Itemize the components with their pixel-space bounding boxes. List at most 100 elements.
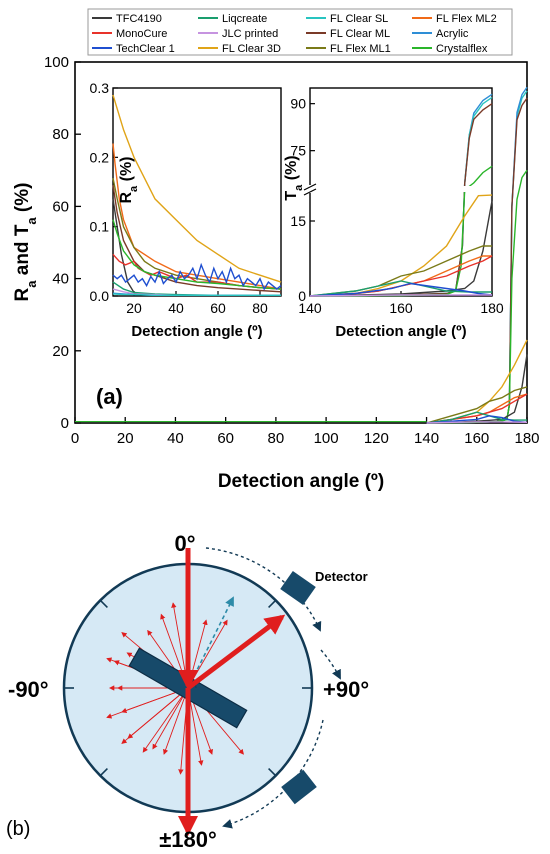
legend-entry-monocure: MonoCure [92,28,167,40]
inset-right-x-tick-label: 140 [298,300,322,316]
legend: TFC4190 Liqcreate FL Clear SL FL Flex ML2 Mo… [87,8,513,56]
angle-label-minus-90: -90° [8,677,49,702]
inset-right-y-tick-label: 15 [290,213,306,229]
main-x-axis-label: Detection angle (º) [218,471,384,492]
inset-left-series-crystalflex [112,219,282,290]
legend-entry-fl-flex-ml1: FL Flex ML1 [306,43,391,55]
inset-right-y-tick-label: 0 [298,288,306,304]
rotation-arrow-upper [205,547,322,632]
legend-entry-crystalflex: Crystalflex [412,43,488,55]
reflected-beam-arrow [186,614,286,690]
legend-label: TechClear 1 [116,43,175,55]
legend-label: TFC4190 [116,13,162,25]
legend-entry-techclear-1: TechClear 1 [92,43,175,55]
main-plot-frame [74,61,528,424]
inset-left-y-tick-label: 0.1 [90,219,110,235]
legend-label: FL Clear ML [330,28,390,40]
legend-label: FL Clear SL [330,13,388,25]
main-x-tick-label: 40 [167,430,184,447]
main-x-tick-label: 120 [364,430,389,447]
main-x-tick-label: 80 [268,430,285,447]
legend-label: FL Clear 3D [222,43,281,55]
legend-entry-fl-flex-ml2: FL Flex ML2 [412,13,497,25]
inset-left-y-tick-label: 0.3 [90,80,110,96]
panel-label-a: (a) [96,384,123,409]
main-series-jlc-printed [426,421,528,424]
legend-label: Crystalflex [436,43,488,55]
main-x-tick-label: 20 [117,430,134,447]
inset-left-frame [112,87,282,297]
inset-left-x-tick-label: 40 [168,300,184,316]
main-plot: 0 20 40 60 80 100 120 140 160 180 0 20 40 60 80 100 Det… [12,54,540,492]
circle-tick-mark [99,768,108,777]
diagram-b: Detector 0° -90° +90° ±180° (b) [6,531,369,852]
angle-label-plus-90: +90° [323,677,369,702]
scatter-arrow [163,687,189,755]
inset-right-x-axis-label: Detection angle (º) [335,323,466,340]
legend-frame [87,8,513,56]
legend-label: JLC printed [222,28,278,40]
detector-top-icon [280,570,316,606]
main-x-tick-label: 0 [71,430,79,447]
axis-break-gap [304,185,316,193]
main-x-tick-label: 180 [514,430,539,447]
rotation-arrow-middle [320,649,341,680]
angle-label-0: 0° [174,531,195,556]
circle-tick-mark [99,599,108,608]
main-series-fl-clear-3d [426,339,528,424]
series-break-gap [450,186,490,192]
detector-label: Detector [315,569,368,584]
legend-label: FL Flex ML2 [436,13,497,25]
inset-right-x-tick-label: 160 [389,300,413,316]
main-series-fl-flex-ml1 [426,386,528,424]
legend-entry-tfc4190: TFC4190 [92,13,162,25]
legend-entry-fl-clear-ml: FL Clear ML [306,28,390,40]
inset-left-series-fl-clear-3d [112,94,282,283]
inset-right-series-jlc-printed [309,294,492,297]
inset-left-x-tick-label: 20 [126,300,142,316]
legend-entry-fl-clear-3d: FL Clear 3D [198,43,281,55]
main-x-tick-label: 160 [464,430,489,447]
main-x-tick-label: 60 [217,430,234,447]
angle-label-180: ±180° [159,827,217,852]
inset-left-x-axis-label: Detection angle (º) [131,323,262,340]
main-x-tick-label: 140 [414,430,439,447]
scatter-arrow [142,687,189,753]
main-y-tick-label: 20 [52,343,69,360]
inset-left-y-axis-label: Ra (%) [118,156,140,203]
legend-entry-acrylic: Acrylic [412,28,469,40]
inset-right-y-tick-label: 75 [290,143,306,159]
main-y-tick-label: 80 [52,126,69,143]
main-y-tick-label: 0 [61,415,69,432]
scatter-arrow [152,687,189,750]
inset-right-plot: 140 160 180 0 15 75 90 Detection angle (º) Ta … [283,87,504,340]
panel-label-b: (b) [6,818,30,840]
inset-left-series-techclear-1 [112,262,282,291]
scatter-arrow [121,687,189,744]
inset-left-series-fl-clear-ml [112,184,282,293]
inset-right-y-axis-label: Ta (%) [283,155,305,200]
legend-entry-liqcreate: Liqcreate [198,13,267,25]
legend-entry-fl-clear-sl: FL Clear SL [306,13,388,25]
inset-left-plot: 20 40 60 80 0.0 0.1 0.2 0.3 Detection angle (º)… [90,80,282,340]
main-series-techclear-1 [426,415,528,424]
legend-label: FL Flex ML1 [330,43,391,55]
main-y-tick-label: 40 [52,271,69,288]
main-x-tick-label: 100 [314,430,339,447]
inset-right-series-techclear-1 [309,282,493,297]
legend-entry-jlc-printed: JLC printed [198,28,278,40]
inset-right-x-tick-label: 180 [480,300,504,316]
main-y-axis-label: Ra and Ta (%) [12,183,39,302]
legend-label: MonoCure [116,28,167,40]
legend-label: Liqcreate [222,13,267,25]
rotation-arrow-lower [222,719,324,829]
main-y-tick-label: 100 [44,54,69,71]
inset-left-x-tick-label: 60 [210,300,226,316]
circle-tick-mark [268,768,277,777]
main-y-tick-label: 60 [52,198,69,215]
legend-label: Acrylic [436,28,469,40]
circle-tick-mark [268,599,277,608]
axis-break-mark [303,183,317,191]
inset-left-y-tick-label: 0.2 [90,149,110,165]
